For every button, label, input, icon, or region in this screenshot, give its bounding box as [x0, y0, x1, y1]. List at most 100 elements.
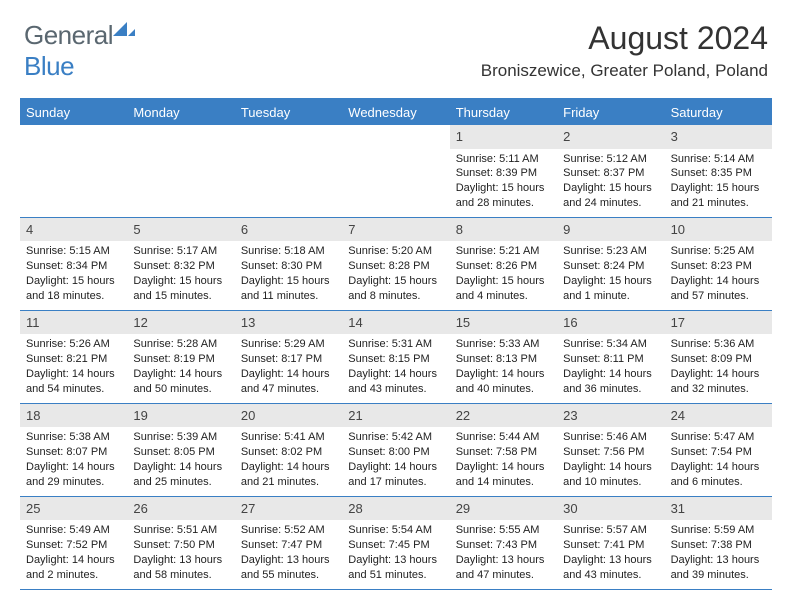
- day-number: 5: [127, 218, 234, 242]
- day-cell: 6Sunrise: 5:18 AMSunset: 8:30 PMDaylight…: [235, 218, 342, 310]
- daylight-line-1: Daylight: 15 hours: [26, 274, 121, 289]
- weekday-header: Friday: [557, 100, 664, 125]
- day-cell: 20Sunrise: 5:41 AMSunset: 8:02 PMDayligh…: [235, 404, 342, 496]
- daylight-line-2: and 58 minutes.: [133, 568, 228, 583]
- sunset-line: Sunset: 8:23 PM: [671, 259, 766, 274]
- daylight-line-1: Daylight: 14 hours: [563, 367, 658, 382]
- sunset-line: Sunset: 8:21 PM: [26, 352, 121, 367]
- daylight-line-1: Daylight: 13 hours: [671, 553, 766, 568]
- weekday-header-row: SundayMondayTuesdayWednesdayThursdayFrid…: [20, 100, 772, 125]
- day-cell: 26Sunrise: 5:51 AMSunset: 7:50 PMDayligh…: [127, 497, 234, 589]
- day-cell-empty: [342, 125, 449, 217]
- day-cell: 4Sunrise: 5:15 AMSunset: 8:34 PMDaylight…: [20, 218, 127, 310]
- day-cell: 24Sunrise: 5:47 AMSunset: 7:54 PMDayligh…: [665, 404, 772, 496]
- day-number: 26: [127, 497, 234, 521]
- daylight-line-2: and 21 minutes.: [241, 475, 336, 490]
- day-cell: 21Sunrise: 5:42 AMSunset: 8:00 PMDayligh…: [342, 404, 449, 496]
- day-cell: 31Sunrise: 5:59 AMSunset: 7:38 PMDayligh…: [665, 497, 772, 589]
- header: GeneralBlue August 2024 Broniszewice, Gr…: [0, 0, 792, 90]
- sunset-line: Sunset: 7:56 PM: [563, 445, 658, 460]
- sunset-line: Sunset: 7:54 PM: [671, 445, 766, 460]
- day-cell-empty: [127, 125, 234, 217]
- sunrise-line: Sunrise: 5:14 AM: [671, 152, 766, 167]
- daylight-line-2: and 29 minutes.: [26, 475, 121, 490]
- daylight-line-1: Daylight: 15 hours: [348, 274, 443, 289]
- day-number: 25: [20, 497, 127, 521]
- sunrise-line: Sunrise: 5:47 AM: [671, 430, 766, 445]
- daylight-line-2: and 18 minutes.: [26, 289, 121, 304]
- week-row: 11 Sunrise: 5:26 AMSunset: 8:21 PM Dayligh…: [20, 311, 772, 404]
- day-cell: 25Sunrise: 5:49 AMSunset: 7:52 PMDayligh…: [20, 497, 127, 589]
- day-cell: 13Sunrise: 5:29 AMSunset: 8:17 PMDayligh…: [235, 311, 342, 403]
- daylight-line-1: Daylight: 14 hours: [26, 460, 121, 475]
- daylight-line-1: Daylight: 14 hours: [241, 367, 336, 382]
- sunrise-line: Sunrise: 5:12 AM: [563, 152, 658, 167]
- day-cell: 22Sunrise: 5:44 AMSunset: 7:58 PMDayligh…: [450, 404, 557, 496]
- daylight-line-1: Daylight: 13 hours: [563, 553, 658, 568]
- daylight-line-2: and 11 minutes.: [241, 289, 336, 304]
- day-number: 21: [342, 404, 449, 428]
- day-cell: 14Sunrise: 5:31 AMSunset: 8:15 PMDayligh…: [342, 311, 449, 403]
- sunrise-line: Sunrise: 5:36 AM: [671, 337, 766, 352]
- sunset-line: Sunset: 7:43 PM: [456, 538, 551, 553]
- sunrise-line: Sunrise: 5:51 AM: [133, 523, 228, 538]
- day-cell: 2Sunrise: 5:12 AMSunset: 8:37 PMDaylight…: [557, 125, 664, 217]
- sunset-line: Sunset: 8:32 PM: [133, 259, 228, 274]
- sunset-line: Sunset: 8:37 PM: [563, 166, 658, 181]
- daylight-line-1: Daylight: 15 hours: [456, 274, 551, 289]
- daylight-line-2: and 36 minutes.: [563, 382, 658, 397]
- weekday-header: Sunday: [20, 100, 127, 125]
- daylight-line-2: and 15 minutes.: [133, 289, 228, 304]
- sunset-line: Sunset: 8:34 PM: [26, 259, 121, 274]
- daylight-line-1: Daylight: 15 hours: [133, 274, 228, 289]
- day-number: 14: [342, 311, 449, 335]
- day-cell: 23Sunrise: 5:46 AMSunset: 7:56 PMDayligh…: [557, 404, 664, 496]
- day-number: 11: [20, 311, 127, 335]
- sunset-line: Sunset: 7:45 PM: [348, 538, 443, 553]
- sunrise-line: Sunrise: 5:20 AM: [348, 244, 443, 259]
- title-block: August 2024 Broniszewice, Greater Poland…: [481, 20, 768, 81]
- day-number: 22: [450, 404, 557, 428]
- daylight-line-1: Daylight: 15 hours: [456, 181, 551, 196]
- logo-text-2: Blue: [24, 51, 74, 81]
- sunrise-line: Sunrise: 5:57 AM: [563, 523, 658, 538]
- sunrise-line: Sunrise: 5:26 AM: [26, 337, 121, 352]
- sunrise-line: Sunrise: 5:23 AM: [563, 244, 658, 259]
- logo-triangle-icon: [113, 20, 135, 38]
- day-cell: 29Sunrise: 5:55 AMSunset: 7:43 PMDayligh…: [450, 497, 557, 589]
- day-number: 31: [665, 497, 772, 521]
- day-number: 13: [235, 311, 342, 335]
- sunset-line: Sunset: 8:26 PM: [456, 259, 551, 274]
- daylight-line-2: and 4 minutes.: [456, 289, 551, 304]
- day-cell: 27Sunrise: 5:52 AMSunset: 7:47 PMDayligh…: [235, 497, 342, 589]
- daylight-line-1: Daylight: 13 hours: [241, 553, 336, 568]
- sunrise-line: Sunrise: 5:39 AM: [133, 430, 228, 445]
- calendar-weeks: 1Sunrise: 5:11 AMSunset: 8:39 PMDaylight…: [20, 125, 772, 590]
- day-cell: 9Sunrise: 5:23 AMSunset: 8:24 PMDaylight…: [557, 218, 664, 310]
- sunset-line: Sunset: 8:09 PM: [671, 352, 766, 367]
- sunrise-line: Sunrise: 5:21 AM: [456, 244, 551, 259]
- daylight-line-2: and 8 minutes.: [348, 289, 443, 304]
- month-title: August 2024: [481, 20, 768, 57]
- daylight-line-1: Daylight: 14 hours: [133, 460, 228, 475]
- daylight-line-2: and 32 minutes.: [671, 382, 766, 397]
- day-number: 2: [557, 125, 664, 149]
- daylight-line-2: and 17 minutes.: [348, 475, 443, 490]
- day-cell: 8Sunrise: 5:21 AMSunset: 8:26 PMDaylight…: [450, 218, 557, 310]
- daylight-line-2: and 2 minutes.: [26, 568, 121, 583]
- sunset-line: Sunset: 7:58 PM: [456, 445, 551, 460]
- day-cell: 17Sunrise: 5:36 AMSunset: 8:09 PMDayligh…: [665, 311, 772, 403]
- sunset-line: Sunset: 7:38 PM: [671, 538, 766, 553]
- daylight-line-2: and 21 minutes.: [671, 196, 766, 211]
- daylight-line-2: and 10 minutes.: [563, 475, 658, 490]
- daylight-line-1: Daylight: 14 hours: [456, 367, 551, 382]
- daylight-line-1: Daylight: 14 hours: [563, 460, 658, 475]
- daylight-line-2: and 47 minutes.: [241, 382, 336, 397]
- day-number: 19: [127, 404, 234, 428]
- day-number: 30: [557, 497, 664, 521]
- day-cell: 30Sunrise: 5:57 AMSunset: 7:41 PMDayligh…: [557, 497, 664, 589]
- weekday-header: Saturday: [665, 100, 772, 125]
- sunset-line: Sunset: 8:19 PM: [133, 352, 228, 367]
- day-cell-empty: [235, 125, 342, 217]
- weekday-header: Wednesday: [342, 100, 449, 125]
